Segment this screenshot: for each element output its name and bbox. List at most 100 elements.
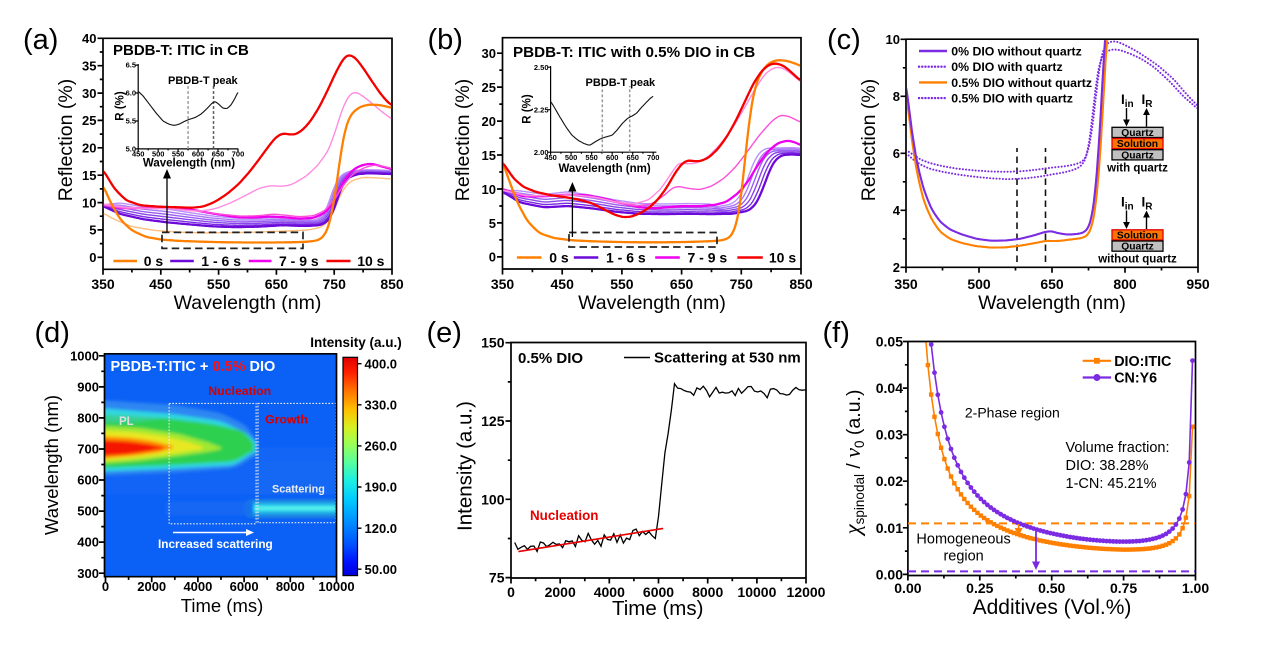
- svg-text:0.5% DIO without quartz: 0.5% DIO without quartz: [951, 76, 1092, 90]
- svg-text:0.01: 0.01: [876, 520, 903, 536]
- svg-text:0.50: 0.50: [1038, 580, 1065, 596]
- svg-text:100: 100: [481, 491, 505, 507]
- svg-text:600: 600: [606, 153, 619, 162]
- svg-text:2.00: 2.00: [534, 148, 549, 157]
- svg-text:35: 35: [82, 59, 96, 74]
- svg-text:0.05: 0.05: [876, 334, 903, 350]
- svg-text:20: 20: [482, 114, 496, 129]
- svg-text:400: 400: [77, 535, 99, 550]
- svg-text:330.0: 330.0: [365, 397, 398, 412]
- svg-text:PBDB-T peak: PBDB-T peak: [168, 75, 239, 87]
- svg-text:10 s: 10 s: [357, 253, 384, 269]
- svg-text:CN:Y6: CN:Y6: [1114, 371, 1157, 387]
- svg-text:350: 350: [91, 276, 115, 292]
- svg-text:0 s: 0 s: [144, 253, 164, 269]
- svg-text:25: 25: [482, 80, 496, 95]
- svg-text:1-CN: 45.21%: 1-CN: 45.21%: [1066, 476, 1157, 492]
- svg-text:Increased scattering: Increased scattering: [158, 537, 273, 551]
- svg-text:450: 450: [544, 153, 557, 162]
- svg-text:850: 850: [789, 276, 813, 292]
- svg-text:190.0: 190.0: [365, 480, 398, 495]
- svg-text:700: 700: [77, 442, 99, 457]
- svg-text:5.0: 5.0: [126, 145, 136, 154]
- svg-text:0.03: 0.03: [876, 427, 903, 443]
- svg-text:550: 550: [610, 276, 634, 292]
- svg-text:850: 850: [380, 276, 404, 292]
- svg-text:PBDB-T:ITIC + 0.5% DIO: PBDB-T:ITIC + 0.5% DIO: [111, 359, 276, 375]
- svg-text:χspinodal / v0 (a.u.): χspinodal / v0 (a.u.): [840, 390, 867, 537]
- svg-text:0: 0: [489, 250, 496, 265]
- svg-text:8000: 8000: [276, 579, 305, 594]
- svg-text:800: 800: [1113, 276, 1137, 292]
- svg-text:2.25: 2.25: [534, 105, 549, 114]
- svg-text:0: 0: [102, 579, 109, 594]
- svg-text:650: 650: [670, 276, 694, 292]
- svg-text:(f): (f): [823, 317, 850, 349]
- svg-text:12000: 12000: [787, 584, 826, 600]
- svg-text:10000: 10000: [318, 579, 354, 594]
- svg-text:450: 450: [149, 276, 173, 292]
- svg-text:0.75: 0.75: [1110, 580, 1137, 596]
- svg-text:650: 650: [626, 153, 639, 162]
- svg-text:5: 5: [89, 223, 96, 238]
- svg-text:Wavelength (nm): Wavelength (nm): [174, 292, 322, 314]
- svg-text:Additives (Vol.%): Additives (Vol.%): [973, 596, 1132, 619]
- svg-text:30: 30: [482, 46, 496, 61]
- svg-text:75: 75: [489, 570, 505, 586]
- svg-text:8: 8: [893, 89, 900, 104]
- svg-text:Homogeneous: Homogeneous: [916, 532, 1010, 548]
- svg-text:400.0: 400.0: [365, 356, 398, 371]
- svg-text:40: 40: [82, 31, 96, 46]
- svg-text:Scattering: Scattering: [272, 484, 325, 496]
- svg-text:550: 550: [585, 153, 598, 162]
- svg-text:125: 125: [481, 413, 505, 429]
- svg-text:region: region: [943, 549, 983, 565]
- svg-text:Solution: Solution: [1117, 230, 1158, 241]
- svg-text:(d): (d): [35, 317, 70, 349]
- svg-text:4000: 4000: [183, 579, 212, 594]
- svg-text:550: 550: [172, 150, 185, 159]
- svg-text:0.5% DIO with quartz: 0.5% DIO with quartz: [951, 92, 1073, 106]
- svg-text:R (%): R (%): [115, 91, 127, 121]
- svg-text:15: 15: [482, 148, 496, 163]
- svg-text:PBDB-T peak: PBDB-T peak: [586, 77, 657, 89]
- svg-text:8000: 8000: [692, 584, 723, 600]
- svg-text:1000: 1000: [70, 348, 99, 363]
- svg-text:500: 500: [565, 153, 578, 162]
- svg-text:260.0: 260.0: [365, 439, 398, 454]
- svg-text:650: 650: [265, 276, 289, 292]
- svg-text:10000: 10000: [737, 584, 776, 600]
- svg-text:Wavelength (nm): Wavelength (nm): [558, 163, 650, 175]
- svg-text:500: 500: [967, 276, 991, 292]
- svg-text:Nucleation: Nucleation: [530, 508, 598, 523]
- svg-text:600: 600: [192, 150, 205, 159]
- svg-text:120.0: 120.0: [365, 521, 398, 536]
- svg-text:without quartz: without quartz: [1097, 254, 1177, 266]
- svg-text:30: 30: [82, 86, 96, 101]
- svg-text:350: 350: [894, 276, 918, 292]
- svg-text:2000: 2000: [137, 579, 166, 594]
- svg-text:800: 800: [77, 411, 99, 426]
- svg-text:Wavelength (nm): Wavelength (nm): [578, 292, 726, 314]
- svg-text:700: 700: [647, 153, 660, 162]
- svg-text:10: 10: [82, 195, 96, 210]
- svg-text:0: 0: [507, 584, 515, 600]
- svg-text:6.0: 6.0: [126, 89, 136, 98]
- svg-text:Intensity (a.u.): Intensity (a.u.): [310, 335, 402, 350]
- svg-text:Nucleation: Nucleation: [208, 384, 271, 398]
- svg-text:750: 750: [730, 276, 754, 292]
- svg-text:4: 4: [893, 203, 901, 218]
- svg-text:0 s: 0 s: [549, 250, 569, 266]
- svg-text:550: 550: [207, 276, 231, 292]
- svg-text:with quartz: with quartz: [1106, 162, 1168, 174]
- svg-text:Solution: Solution: [1117, 139, 1158, 150]
- svg-text:Reflection (%): Reflection (%): [858, 79, 880, 201]
- svg-text:20: 20: [82, 141, 96, 156]
- svg-text:0.5% DIO: 0.5% DIO: [518, 350, 583, 367]
- svg-text:1.00: 1.00: [1182, 580, 1209, 596]
- svg-text:Volume fraction:: Volume fraction:: [1066, 440, 1170, 456]
- svg-text:150: 150: [481, 335, 505, 351]
- svg-text:10 s: 10 s: [769, 250, 796, 266]
- svg-text:750: 750: [323, 276, 347, 292]
- svg-text:Time (ms): Time (ms): [181, 595, 264, 616]
